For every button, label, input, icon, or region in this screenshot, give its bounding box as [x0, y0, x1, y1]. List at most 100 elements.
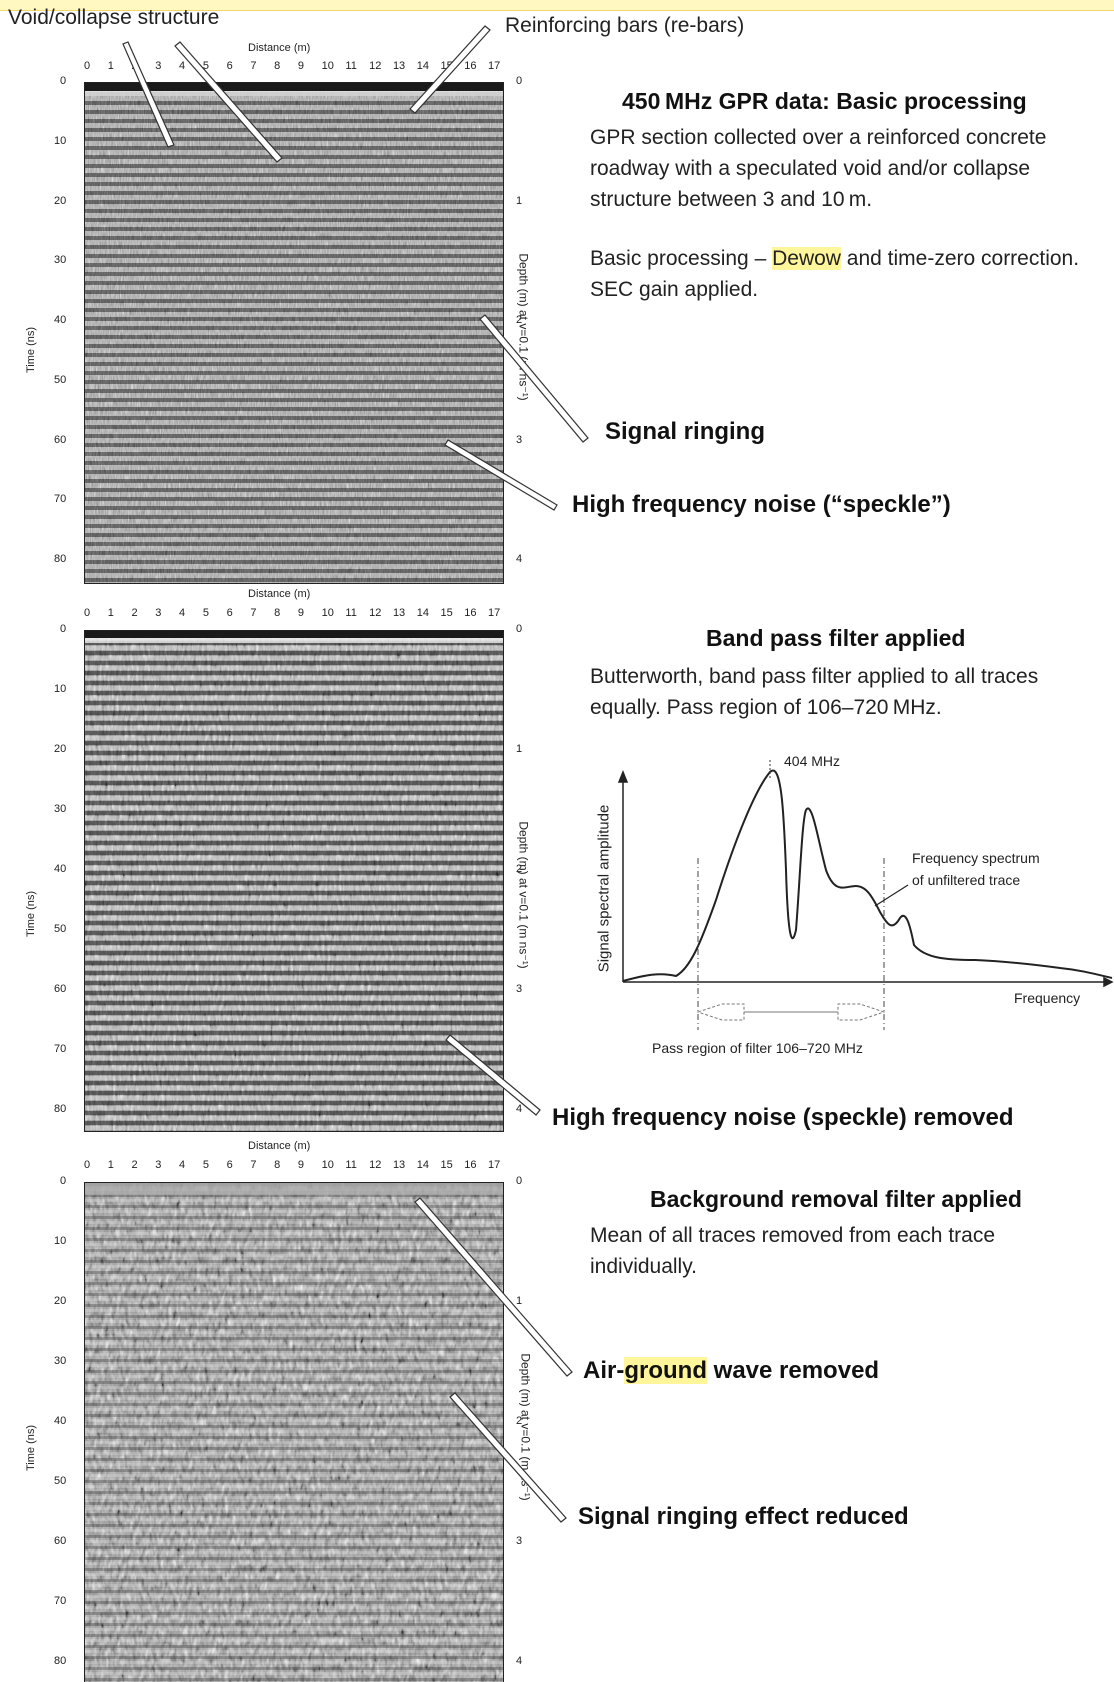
distance-tick: 7: [250, 1159, 257, 1171]
time-tick: 20: [54, 194, 67, 207]
time-tick: 80: [54, 1655, 67, 1667]
distance-tick: 16: [464, 1159, 477, 1171]
radargram-basic-image: [85, 83, 503, 583]
distance-axis-title: Distance (m): [248, 1140, 311, 1152]
depth-tick: 0: [516, 1175, 523, 1187]
time-tick: 70: [54, 1595, 67, 1607]
distance-tick: 2: [131, 607, 138, 619]
distance-tick: 12: [369, 607, 382, 619]
distance-tick: 13: [392, 60, 406, 72]
distance-tick: 9: [297, 1159, 304, 1171]
spectrum-y-label: Signal spectral amplitude: [595, 804, 613, 973]
spectrum-curve: [622, 769, 1113, 982]
distance-tick: 6: [226, 60, 233, 72]
depth-tick: 0: [516, 623, 523, 635]
time-tick: 40: [54, 863, 67, 875]
distance-tick: 15: [440, 607, 453, 619]
depth-tick: 1: [516, 1295, 523, 1307]
distance-tick: 10: [321, 1159, 334, 1171]
distance-tick: 0: [84, 1159, 91, 1171]
ground-highlight: ground: [624, 1357, 707, 1384]
distance-tick: 14: [416, 607, 429, 619]
panel2-description: Butterworth, band pass filter applied to…: [590, 665, 1039, 719]
distance-tick: 1: [107, 607, 114, 619]
distance-tick: 5: [202, 1159, 209, 1171]
distance-tick: 6: [226, 1159, 233, 1171]
distance-tick: 15: [440, 60, 453, 72]
time-tick: 0: [60, 623, 67, 635]
distance-tick: 7: [250, 607, 257, 619]
time-tick: 30: [54, 803, 67, 815]
depth-tick: 2: [516, 314, 523, 326]
distance-tick: 13: [392, 607, 406, 619]
depth-tick: 1: [516, 194, 523, 207]
callout-signal-ringing: Signal ringing: [605, 418, 765, 445]
distance-tick: 8: [274, 1159, 281, 1171]
distance-tick: 9: [297, 607, 304, 619]
distance-tick: 8: [274, 607, 281, 619]
depth-tick: 3: [516, 983, 523, 995]
pass-region-arrow: [696, 1003, 886, 1021]
depth-tick: 1: [516, 743, 523, 755]
time-axis-title: Time (ns): [25, 1424, 38, 1472]
distance-tick: 13: [392, 1159, 406, 1171]
time-tick: 70: [54, 1043, 67, 1055]
time-tick: 30: [54, 254, 67, 267]
distance-tick: 3: [155, 1159, 162, 1171]
time-tick: 50: [54, 373, 67, 386]
time-tick: 10: [54, 683, 67, 695]
highlight-bar: [0, 0, 1114, 11]
panel1-processing: Basic processing – Dewow and time-zero c…: [590, 243, 1090, 305]
time-axis-title: Time (ns): [25, 326, 38, 374]
time-tick: 40: [54, 1415, 67, 1427]
callout-speckle-removed: High frequency noise (speckle) removed: [552, 1104, 1014, 1131]
distance-tick: 0: [84, 607, 91, 619]
distance-tick: 15: [440, 1159, 453, 1171]
panel1-description: GPR section collected over a reinforced …: [590, 126, 1047, 211]
time-tick: 10: [54, 134, 67, 147]
spectrum-axes: [617, 769, 1114, 988]
callout-high-freq-noise: High frequency noise (“speckle”): [572, 491, 951, 518]
distance-tick: 9: [297, 60, 304, 72]
depth-tick: 4: [516, 553, 523, 565]
curve-label-line2: of unfiltered trace: [912, 872, 1021, 888]
distance-tick: 11: [345, 1159, 357, 1171]
processing-suffix: and time-zero correction. SEC gain appli…: [590, 247, 1080, 301]
distance-axis-title: Distance (m): [248, 588, 311, 600]
distance-tick: 3: [155, 60, 162, 72]
time-axis-title: Time (ns): [25, 890, 38, 938]
radargram-basic: [84, 82, 504, 584]
peak-label: 404 MHz: [784, 753, 841, 769]
time-tick: 0: [60, 75, 67, 87]
time-tick: 70: [54, 493, 67, 506]
depth-axis-title: Depth (m) at v=0.1 (m ns⁻¹): [516, 253, 531, 401]
time-tick: 50: [54, 923, 67, 935]
distance-tick: 2: [131, 1159, 138, 1171]
distance-tick: 6: [226, 607, 233, 619]
distance-tick: 4: [179, 1159, 186, 1171]
time-tick: 10: [54, 1235, 67, 1247]
depth-tick: 3: [516, 433, 523, 446]
depth-tick: 4: [516, 1655, 523, 1667]
depth-tick: 2: [516, 1415, 523, 1427]
radargram-background-removed-image: [85, 1183, 503, 1682]
curve-pointer: [874, 884, 909, 907]
time-tick: 20: [54, 1295, 67, 1307]
distance-tick: 14: [416, 60, 429, 72]
processing-prefix: Basic processing –: [590, 247, 773, 270]
time-tick: 60: [54, 983, 67, 995]
distance-tick: 2: [131, 60, 138, 72]
panel1-title: 450 MHz GPR data: Basic processing: [622, 88, 1027, 114]
depth-axis-title: Depth (m) at v=0.1 (m ns⁻¹): [518, 1353, 533, 1501]
distance-tick: 12: [369, 1159, 382, 1171]
depth-axis-title: Depth (m) at v=0.1 (m ns⁻¹): [516, 821, 531, 969]
radargram-band-pass: [84, 630, 504, 1132]
distance-tick: 17: [488, 1159, 501, 1171]
time-tick: 80: [54, 1103, 67, 1115]
distance-tick: 10: [321, 607, 334, 619]
dewow-highlight: Dewow: [772, 247, 841, 270]
rebar-label: Reinforcing bars (re-bars): [505, 14, 745, 37]
time-tick: 40: [54, 314, 67, 326]
time-tick: 80: [54, 553, 67, 565]
time-tick: 0: [60, 1175, 67, 1187]
